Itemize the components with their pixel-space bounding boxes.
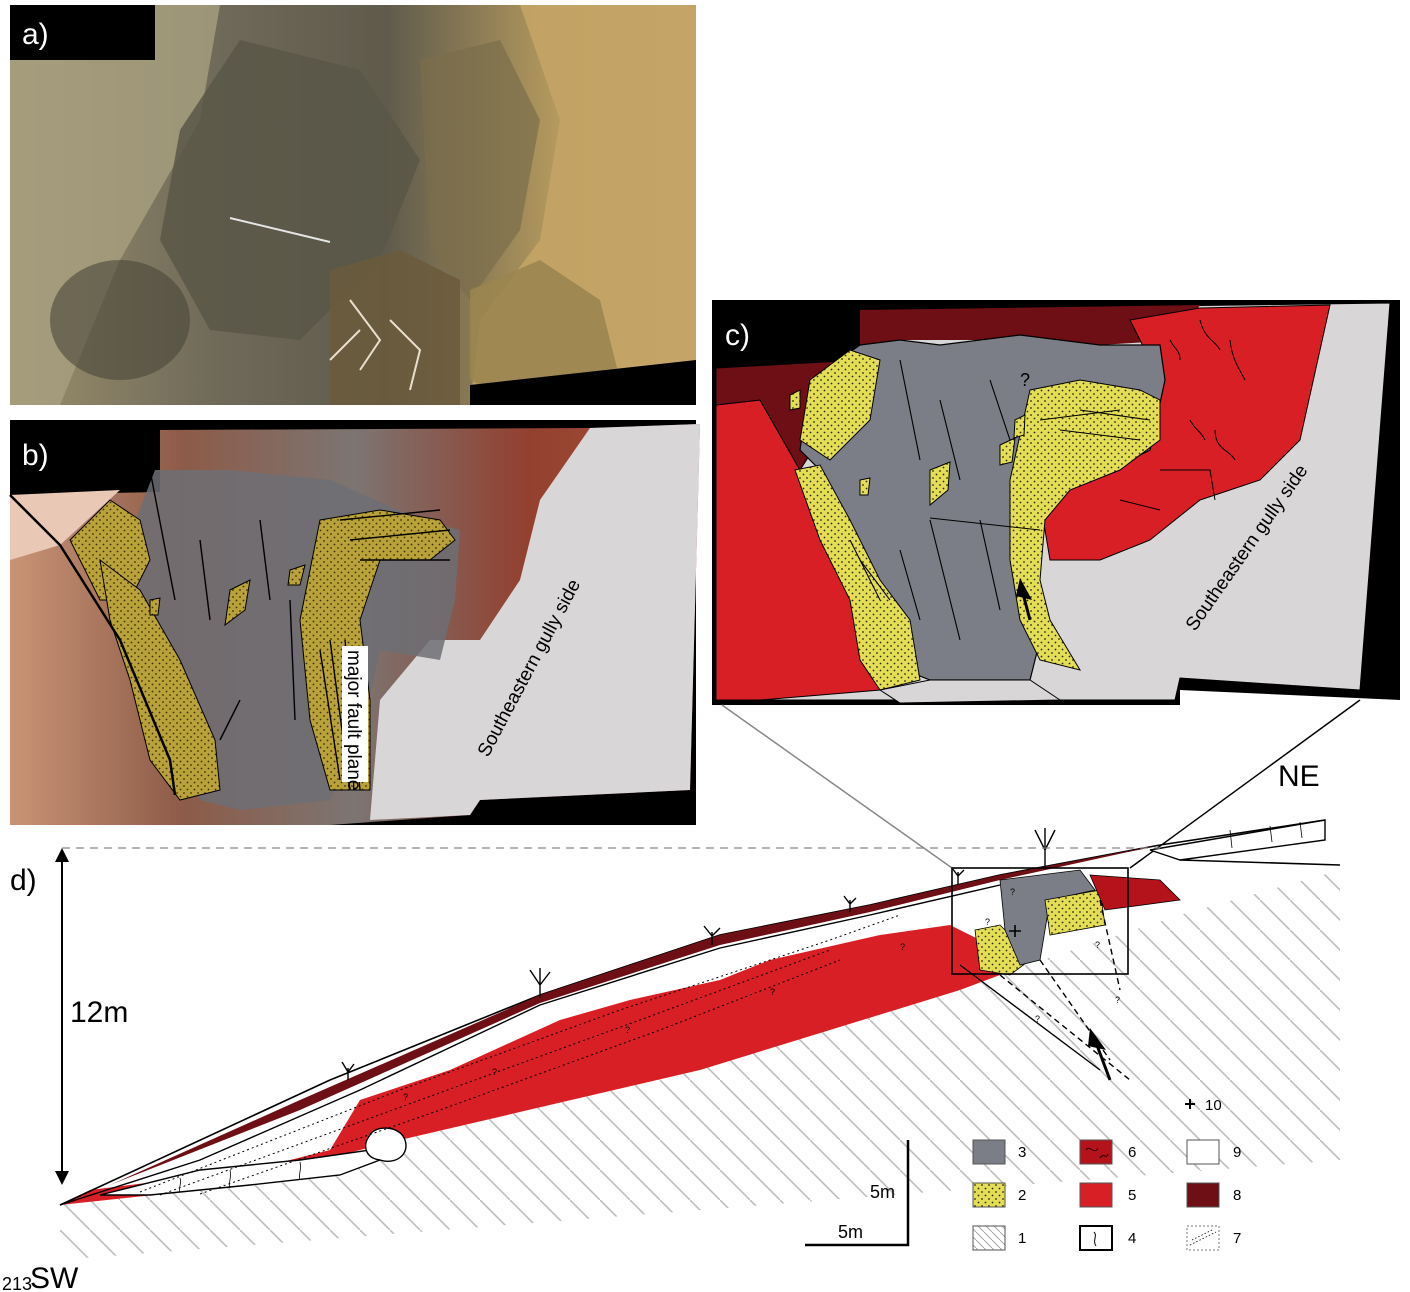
legend-symbol-6 <box>1079 1139 1113 1165</box>
legend-key-2: 2 <box>1018 1187 1026 1204</box>
legend: 10 3 6 9 2 5 8 1 4 7 <box>972 1097 1241 1251</box>
legend-symbol-8 <box>1186 1182 1220 1208</box>
legend-key-1: 1 <box>1018 1230 1026 1247</box>
legend-key-10: 10 <box>1205 1097 1222 1114</box>
panel-c-question: ? <box>1020 370 1030 390</box>
legend-key-6: 6 <box>1128 1144 1136 1161</box>
panel-d-inset-box <box>951 867 1129 975</box>
legend-key-7: 7 <box>1233 1230 1241 1247</box>
panel-a-photo: a) <box>10 5 696 405</box>
question-mark: ? <box>1035 1014 1040 1024</box>
question-mark: ? <box>625 1025 630 1035</box>
connector-right <box>1129 699 1361 869</box>
legend-symbol-3 <box>972 1139 1006 1165</box>
question-mark: ? <box>770 987 775 997</box>
question-mark: ? <box>1115 995 1120 1005</box>
legend-key-4: 4 <box>1128 1230 1136 1247</box>
panel-d-label: d) <box>10 864 37 897</box>
panel-b: b) major fault plane Southeastern gully … <box>9 420 700 825</box>
legend-key-9: 9 <box>1233 1144 1241 1161</box>
panel-d-cross-section: ? ? ? ? ? ? ? ? ? ? 12m d) NE SW 213 5m … <box>2 760 1341 1292</box>
panel-a-label: a) <box>22 18 49 51</box>
panel-c: ? c) Southeastern gully side <box>712 300 1400 705</box>
legend-symbol-7 <box>1186 1225 1220 1251</box>
panel-c-label: c) <box>725 319 750 352</box>
scale-vertical-label: 5m <box>870 1182 895 1202</box>
vegetation-symbols <box>341 828 1056 1080</box>
legend-symbol-9 <box>1186 1139 1220 1165</box>
legend-key-5: 5 <box>1128 1187 1136 1204</box>
question-mark: ? <box>492 1067 497 1077</box>
question-mark: ? <box>1010 887 1015 897</box>
legend-key-8: 8 <box>1233 1187 1241 1204</box>
scale-bar <box>805 1140 910 1247</box>
panel-b-gully-side <box>370 424 700 820</box>
scale-horizontal-label: 5m <box>838 1222 863 1242</box>
legend-symbol-10 <box>1185 1099 1195 1109</box>
legend-symbol-2 <box>972 1182 1006 1208</box>
question-mark: ? <box>900 942 905 952</box>
legend-symbol-1 <box>972 1225 1006 1251</box>
legend-symbol-5 <box>1079 1182 1113 1208</box>
connector-left <box>721 704 953 869</box>
question-mark: ? <box>985 917 990 927</box>
panel-b-label: b) <box>22 439 49 472</box>
ne-label: NE <box>1278 760 1320 793</box>
page-number: 213 <box>2 1274 32 1292</box>
height-label: 12m <box>70 996 128 1029</box>
question-mark: ? <box>1095 940 1100 950</box>
fault-plane-label: major fault plane <box>343 650 364 790</box>
legend-key-3: 3 <box>1018 1144 1026 1161</box>
fault-plane-label-box: major fault plane <box>342 646 368 790</box>
legend-symbol-4 <box>1079 1225 1113 1251</box>
question-mark: ? <box>403 1092 408 1102</box>
sw-label: SW <box>30 1262 79 1292</box>
